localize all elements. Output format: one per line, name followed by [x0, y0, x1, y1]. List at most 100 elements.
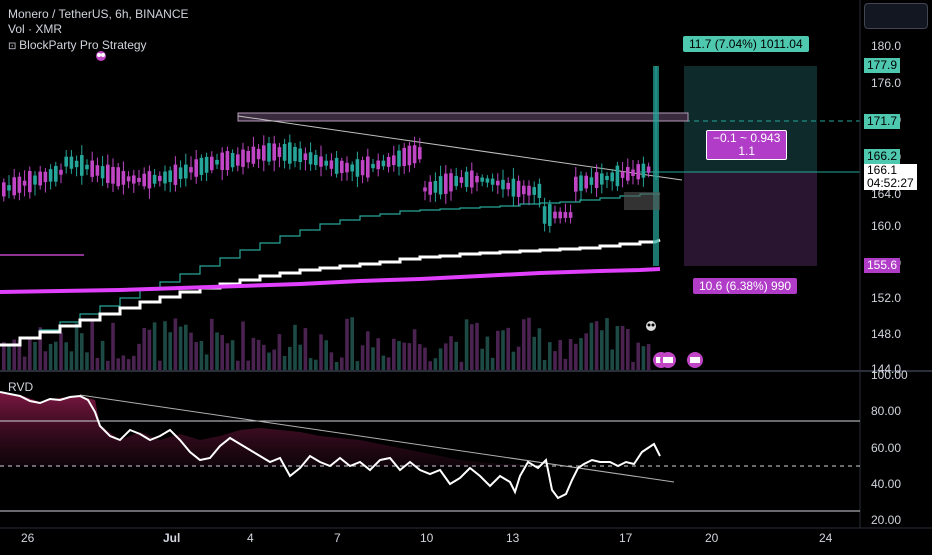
- candle: [225, 151, 230, 171]
- price-tag-entry: 166.2: [864, 149, 901, 164]
- candle: [163, 171, 167, 184]
- volume-bar: [334, 361, 339, 370]
- volume-bar: [574, 343, 578, 370]
- volume-bar: [178, 326, 183, 370]
- volume-bar: [158, 360, 162, 370]
- candle: [631, 169, 635, 176]
- volume-bar: [366, 331, 370, 370]
- candle: [501, 179, 505, 190]
- candle: [407, 145, 412, 166]
- candle: [100, 166, 105, 179]
- rvd-tick: 40.00: [871, 477, 902, 491]
- volume-bar: [288, 346, 292, 370]
- candle: [563, 212, 568, 218]
- candle: [251, 146, 256, 164]
- candle: [626, 166, 630, 181]
- volume-bar: [100, 340, 105, 370]
- candle: [412, 145, 417, 164]
- breakout-candle: [653, 66, 659, 266]
- volume-bar: [7, 343, 11, 370]
- volume-bars: [2, 317, 651, 370]
- volume-bar: [579, 338, 583, 370]
- flag-icon[interactable]: [687, 352, 703, 368]
- volume-bar: [241, 321, 245, 370]
- candle: [386, 156, 391, 167]
- time-tick: 26: [21, 531, 35, 545]
- candle: [215, 159, 219, 165]
- volume-bar: [537, 328, 542, 370]
- volume-bar: [615, 326, 620, 370]
- volume-bar: [646, 344, 651, 370]
- volume-bar: [319, 334, 323, 370]
- rvd-legend[interactable]: RVD: [8, 380, 34, 394]
- price-tick: 180.0: [871, 39, 902, 53]
- candle: [116, 167, 120, 187]
- volume-bar: [355, 361, 360, 370]
- candle: [444, 173, 448, 194]
- volume-bar: [121, 355, 126, 370]
- volume-bar: [173, 318, 178, 370]
- candle: [402, 147, 406, 167]
- volume-bar: [33, 341, 37, 370]
- volume-bar: [360, 345, 365, 370]
- candle: [12, 177, 16, 196]
- candle: [542, 206, 547, 224]
- flag-icon[interactable]: [660, 352, 676, 368]
- volume-bar: [54, 341, 58, 370]
- candle: [485, 178, 490, 183]
- volume-bar: [605, 318, 609, 370]
- volume-bar: [464, 319, 469, 370]
- candle: [288, 142, 292, 164]
- target-label[interactable]: 11.7 (7.04%) 1011.04: [683, 36, 809, 52]
- volume-bar: [407, 343, 412, 370]
- volume-bar: [376, 338, 380, 370]
- candle: [334, 157, 339, 174]
- volume-bar: [506, 327, 510, 370]
- volume-legend[interactable]: Vol · XMR: [8, 22, 63, 36]
- strategy-legend[interactable]: ⊡ BlockParty Pro Strategy: [8, 38, 147, 54]
- candle: [33, 175, 37, 185]
- top-right-button[interactable]: [864, 3, 928, 29]
- candle: [340, 160, 344, 174]
- candle: [589, 177, 594, 185]
- candle: [397, 150, 401, 167]
- volume-bar: [381, 355, 386, 370]
- volume-bar: [22, 356, 27, 370]
- risk-reward-label[interactable]: −0.1 ~ 0.943 1.1: [706, 130, 788, 160]
- volume-bar: [345, 318, 349, 370]
- volume-bar: [511, 351, 516, 370]
- symbol-title[interactable]: Monero / TetherUS, 6h, BINANCE: [8, 7, 189, 21]
- candle: [85, 164, 89, 170]
- volume-bar: [563, 358, 568, 370]
- candle: [516, 180, 521, 197]
- volume-bar: [184, 324, 188, 370]
- candle: [579, 175, 583, 191]
- candle: [262, 145, 266, 161]
- volume-bar: [298, 344, 302, 370]
- candle: [454, 175, 458, 187]
- candle: [594, 172, 599, 188]
- stop-zone: [684, 172, 817, 266]
- volume-bar: [548, 342, 552, 370]
- magenta-ma-line: [0, 267, 661, 294]
- stop-label[interactable]: 10.6 (6.38%) 990: [693, 278, 798, 294]
- volume-bar: [111, 322, 115, 370]
- volume-bar: [496, 330, 500, 370]
- candle: [277, 147, 282, 157]
- volume-bar: [516, 346, 521, 370]
- candle: [137, 177, 141, 182]
- volume-bar: [480, 348, 484, 370]
- volume-bar: [485, 336, 490, 370]
- candle: [366, 156, 370, 178]
- volume-bar: [402, 342, 406, 370]
- volume-bar: [126, 359, 131, 370]
- volume-bar: [262, 344, 266, 370]
- candle: [381, 160, 386, 167]
- candle: [267, 143, 271, 162]
- candle: [272, 143, 276, 161]
- price-tick: 152.0: [871, 291, 902, 305]
- candle: [189, 167, 193, 173]
- candle: [527, 185, 531, 196]
